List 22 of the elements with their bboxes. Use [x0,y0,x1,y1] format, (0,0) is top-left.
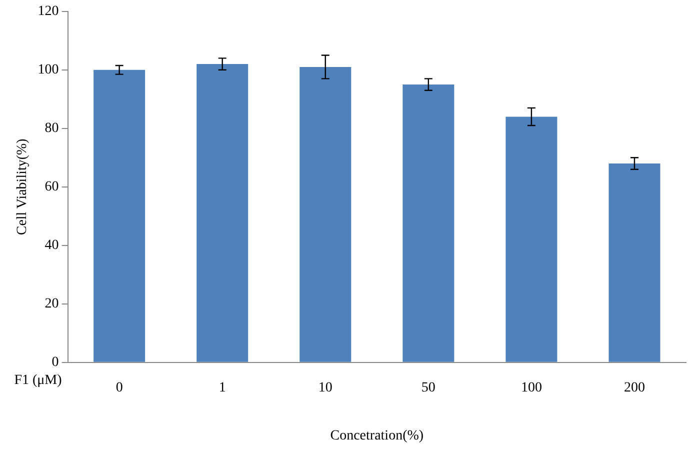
x-tick-label: 10 [318,380,332,396]
bar [506,116,558,362]
bar [608,164,660,362]
x-tick-label: 1 [218,380,226,396]
y-tick-label: 100 [38,62,59,78]
bar [94,70,146,362]
text: F1 (μM) [14,373,62,388]
y-axis-title: Cell Viability(%) [15,138,30,236]
y-tick-label: 20 [44,296,59,312]
x-tick-label: 100 [520,380,542,396]
bar [402,84,454,362]
x-tick-label: 50 [421,380,436,396]
y-tick-label: 40 [44,238,59,254]
y-tick-label: 60 [44,180,59,195]
y-tick-label: 120 [38,4,59,20]
bar [300,66,352,362]
y-tick-label: 80 [44,121,59,136]
y-tick-label: 0 [52,355,59,370]
x-axis-title: Concetration(%) [330,428,424,444]
x-tick-label: 200 [624,380,645,396]
bar [196,64,248,362]
x-tick-label: 0 [116,380,123,396]
